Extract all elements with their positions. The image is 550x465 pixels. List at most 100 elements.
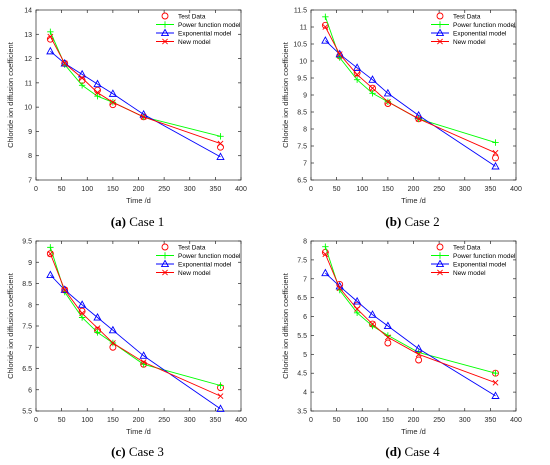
data-point xyxy=(352,296,362,305)
data-point xyxy=(384,339,392,347)
y-tick-label: 5.5 xyxy=(297,333,307,340)
x-axis-label: Time /d xyxy=(126,196,151,205)
legend: Test Data Power function modelExponential… xyxy=(431,12,516,46)
y-tick-label: 8.5 xyxy=(22,281,32,288)
y-tick-label: 6.5 xyxy=(297,178,307,185)
y-tick-label: 7.5 xyxy=(22,324,32,331)
legend-marker xyxy=(436,12,444,20)
legend-label: Exponential model xyxy=(178,30,232,37)
data-point xyxy=(46,270,55,279)
legend-label: New model xyxy=(178,39,211,46)
legend-item: New model xyxy=(156,38,211,46)
series-power-function-model xyxy=(47,244,224,389)
data-point xyxy=(217,143,224,151)
caption-case-3: (c) Case 3 xyxy=(111,444,164,459)
x-tick-label: 50 xyxy=(58,186,66,193)
y-tick-label: 12 xyxy=(24,56,32,63)
data-point xyxy=(139,351,148,359)
plot-area xyxy=(35,9,242,181)
x-tick-label: 250 xyxy=(158,417,170,424)
legend-label: Exponential model xyxy=(178,261,232,268)
data-point xyxy=(336,285,343,292)
x-tick-label: 300 xyxy=(184,186,196,193)
data-point xyxy=(47,33,54,40)
data-point xyxy=(491,391,500,399)
data-point xyxy=(492,139,499,146)
legend-marker xyxy=(161,12,169,20)
data-point xyxy=(47,28,54,36)
data-point xyxy=(335,281,344,290)
caption-case-1: (a) Case 1 xyxy=(110,214,165,229)
data-point xyxy=(60,58,69,67)
legend-marker xyxy=(436,243,444,251)
y-tick-label: 8.5 xyxy=(297,110,307,117)
y-tick-label: 6 xyxy=(303,314,307,321)
data-point xyxy=(78,307,86,315)
legend-marker xyxy=(436,21,444,28)
data-point xyxy=(369,85,376,92)
y-tick-label: 8 xyxy=(303,127,307,134)
data-point xyxy=(77,300,87,308)
y-tick-label: 9.5 xyxy=(22,239,32,246)
legend-marker xyxy=(435,28,445,37)
legend-label: Test Data xyxy=(178,244,206,251)
y-tick-label: 6.5 xyxy=(22,366,32,373)
x-tick-label: 100 xyxy=(356,186,368,193)
x-tick-label: 150 xyxy=(107,186,119,193)
data-point xyxy=(322,243,329,250)
plot-area xyxy=(35,240,242,412)
legend-item: Exponential model xyxy=(431,259,507,268)
series-new-model xyxy=(47,33,224,147)
data-point xyxy=(217,393,224,400)
y-tick-label: 4.5 xyxy=(297,371,307,378)
data-point xyxy=(353,76,361,83)
legend-item: Test Data xyxy=(161,12,206,20)
data-point xyxy=(353,309,361,316)
x-tick-label: 200 xyxy=(133,186,145,193)
legend-marker xyxy=(160,28,170,37)
y-tick-label: 9 xyxy=(28,129,32,136)
data-point xyxy=(492,370,499,377)
series-new-model xyxy=(322,24,499,156)
x-tick-label: 0 xyxy=(309,186,313,193)
series-test-data xyxy=(321,248,499,377)
x-tick-label: 150 xyxy=(107,417,119,424)
y-tick-label: 10 xyxy=(24,105,32,112)
x-tick-label: 400 xyxy=(235,186,247,193)
legend-item: Power function model xyxy=(156,252,241,260)
y-tick-label: 7 xyxy=(28,345,32,352)
data-point xyxy=(352,63,362,71)
y-axis-label: Chloride ion diffusion coefficient xyxy=(281,41,290,148)
y-axis-label: Chloride ion diffusion coefficient xyxy=(281,272,290,379)
data-point xyxy=(78,314,86,321)
data-point xyxy=(216,404,225,412)
plot-area xyxy=(310,240,517,412)
data-point xyxy=(491,161,500,170)
data-point xyxy=(415,115,422,122)
legend-marker xyxy=(162,269,168,276)
legend: Test Data Power function modelExponential… xyxy=(156,12,241,46)
data-point xyxy=(93,312,102,321)
x-tick-label: 400 xyxy=(510,186,522,193)
y-axis-label: Chloride ion diffusion coefficient xyxy=(6,272,15,379)
y-tick-label: 11 xyxy=(25,80,32,87)
y-tick-label: 7 xyxy=(303,161,307,168)
y-tick-label: 3.5 xyxy=(297,409,307,416)
legend-item: Exponential model xyxy=(156,259,232,268)
data-point xyxy=(46,250,54,258)
data-point xyxy=(383,321,393,330)
legend-label: New model xyxy=(178,270,211,277)
y-tick-label: 7.5 xyxy=(297,257,307,264)
x-tick-label: 400 xyxy=(510,417,522,424)
data-point xyxy=(108,325,118,334)
y-tick-label: 5 xyxy=(303,352,307,359)
data-point xyxy=(492,149,499,156)
x-tick-label: 100 xyxy=(81,186,93,193)
x-tick-label: 350 xyxy=(485,417,497,424)
series-new-model xyxy=(322,251,499,386)
data-point xyxy=(415,351,422,358)
y-tick-label: 8 xyxy=(28,302,32,309)
caption-case-4: (d) Case 4 xyxy=(385,444,440,459)
data-point xyxy=(94,89,101,96)
